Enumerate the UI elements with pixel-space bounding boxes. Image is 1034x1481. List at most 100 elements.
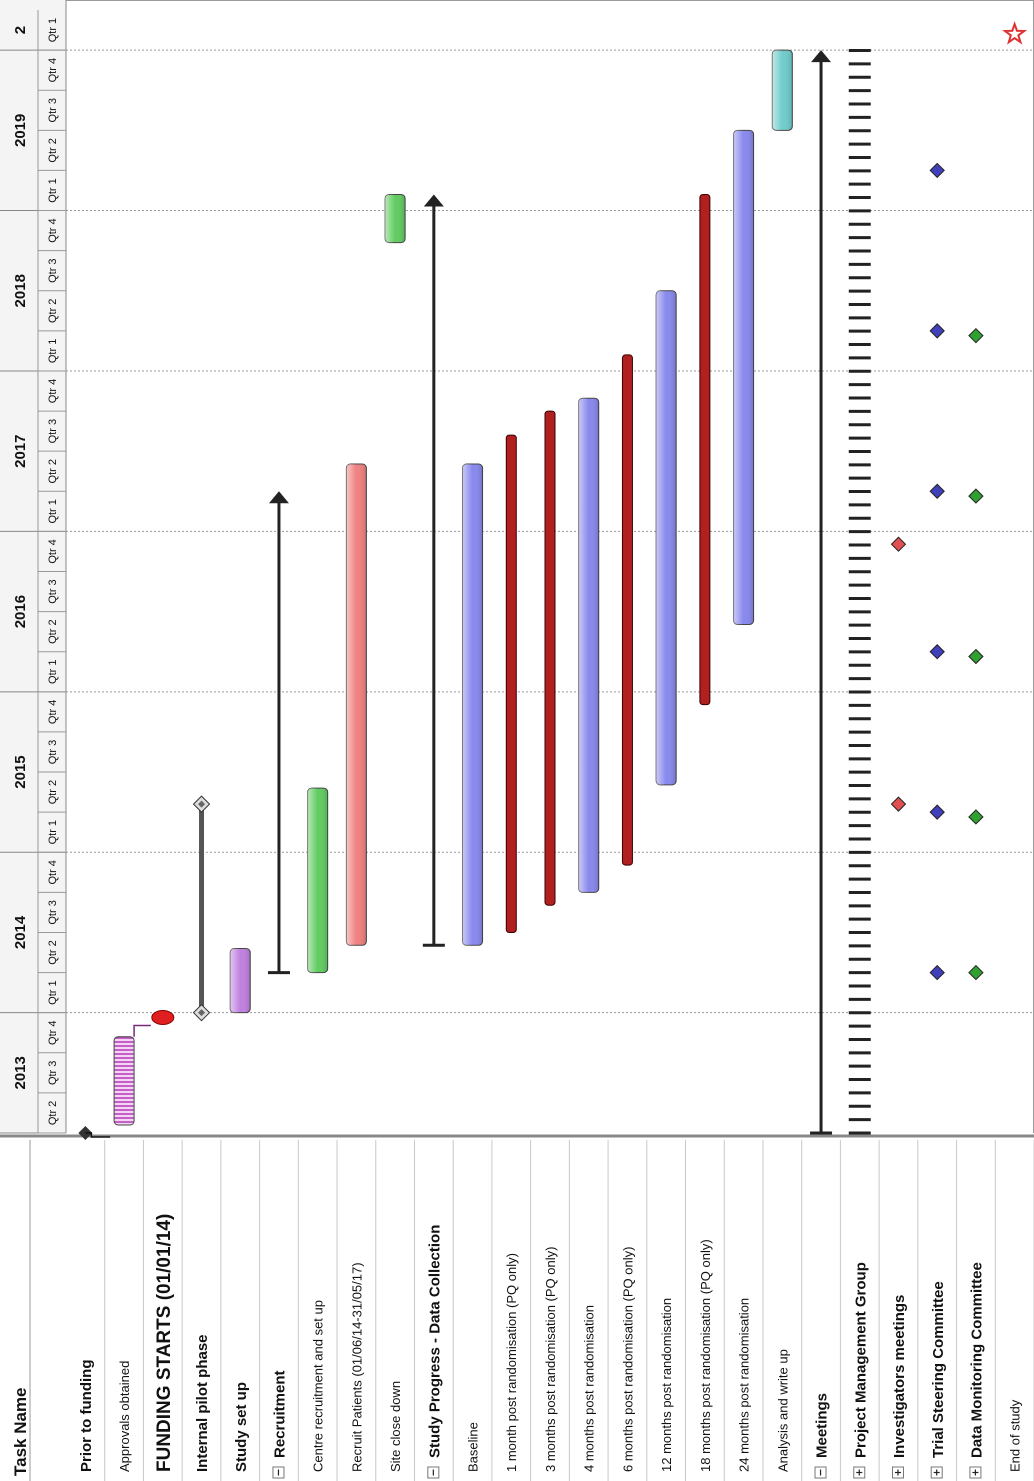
meeting-milestone: [929, 964, 945, 981]
quarter-label: Qtr 4: [47, 1021, 59, 1045]
quarter-label: Qtr 1: [47, 820, 59, 844]
task-bar-shading: [462, 464, 483, 946]
task-name-label: Study Progress - Data Collection: [427, 1225, 444, 1458]
quarter-label: Qtr 1: [47, 18, 59, 42]
task-name-label: FUNDING STARTS (01/01/14): [154, 1214, 175, 1472]
task-name-label: Trial Steering Committee: [930, 1281, 947, 1458]
quarter-label: Qtr 3: [47, 258, 59, 282]
meeting-milestone: [929, 644, 945, 660]
year-label: 2013: [12, 1056, 29, 1089]
meeting-milestone: [968, 327, 984, 344]
task-name-label: Approvals obtained: [117, 1361, 132, 1472]
span-end-marker-core: [198, 800, 206, 808]
task-bar-shading: [385, 194, 406, 243]
year-label: 2: [12, 26, 29, 34]
quarter-label: Qtr 3: [47, 900, 59, 924]
year-label: 2016: [12, 595, 29, 628]
quarter-label: Qtr 2: [47, 619, 59, 643]
expand-toggle-icon[interactable]: [891, 1466, 904, 1479]
task-name-label: 6 months post randomisation (PQ only): [620, 1247, 635, 1472]
quarter-label: Qtr 2: [47, 940, 59, 964]
quarter-label: Qtr 1: [47, 339, 59, 363]
task-name-label: 18 months post randomisation (PQ only): [698, 1239, 713, 1472]
task-name-label: Baseline: [466, 1422, 481, 1472]
quarter-label: Qtr 1: [47, 178, 59, 202]
task-name-label: Investigators meetings: [891, 1295, 908, 1458]
year-label: 2017: [12, 434, 29, 467]
quarter-label: Qtr 3: [47, 98, 59, 122]
task-bar-shading: [230, 948, 251, 1013]
year-label: 2015: [12, 755, 29, 788]
task-bar: [505, 434, 517, 933]
quarter-label: Qtr 4: [47, 860, 59, 884]
task-name-label: 1 month post randomisation (PQ only): [504, 1253, 519, 1472]
quarter-label: Qtr 4: [47, 58, 59, 82]
meeting-milestone: [929, 483, 945, 499]
task-name-label: Project Management Group: [852, 1262, 869, 1458]
year-label: 2014: [12, 915, 29, 949]
quarter-label: Qtr 3: [47, 740, 59, 764]
meeting-milestone: [968, 809, 984, 825]
summary-arrowhead: [423, 194, 444, 207]
quarter-label: Qtr 3: [47, 1061, 59, 1085]
task-bar-shading: [346, 464, 367, 946]
quarter-label: Qtr 2: [47, 780, 59, 804]
task-name-label: Recruit Patients (01/06/14-31/05/17): [349, 1262, 364, 1472]
quarter-label: Qtr 1: [47, 660, 59, 684]
task-bar-shading: [578, 398, 599, 893]
meeting-milestone: [929, 804, 945, 820]
funding-milestone: [151, 1009, 175, 1025]
meeting-milestone: [968, 488, 984, 504]
task-name-label: End of study: [1008, 1399, 1023, 1472]
quarter-label: Qtr 3: [47, 419, 59, 443]
task-name-label: 4 months post randomisation: [582, 1305, 597, 1472]
meeting-milestone: [929, 323, 945, 339]
task-name-label: 12 months post randomisation: [659, 1298, 674, 1472]
expand-toggle-icon[interactable]: [853, 1466, 866, 1479]
timescale-background: [0, 0, 66, 1133]
task-name-label: Meetings: [814, 1393, 831, 1458]
task-name-label: Centre recruitment and set up: [311, 1300, 326, 1472]
task-name-label: 3 months post randomisation (PQ only): [543, 1247, 558, 1472]
dependency-arrow: [133, 1024, 151, 1037]
task-panel-background: [0, 1133, 1034, 1481]
end-of-study-star: [1002, 21, 1028, 45]
quarter-label: Qtr 3: [47, 579, 59, 603]
task-bar-shading: [772, 50, 793, 131]
quarter-label: Qtr 1: [47, 499, 59, 523]
dependency-arrow: [85, 1132, 111, 1138]
task-name-label: 24 months post randomisation: [737, 1298, 752, 1472]
expand-toggle-icon[interactable]: [930, 1466, 943, 1479]
summary-arrowhead: [811, 50, 832, 63]
task-name-label: Prior to funding: [78, 1360, 95, 1472]
task-name-label: Internal pilot phase: [194, 1334, 211, 1472]
task-bar-shading: [733, 130, 754, 625]
expand-toggle-icon[interactable]: [969, 1466, 982, 1479]
task-name-label: Data Monitoring Committee: [969, 1262, 986, 1458]
task-name-label: Analysis and write up: [775, 1349, 790, 1472]
year-label: 2019: [12, 114, 29, 147]
expand-toggle-icon[interactable]: [427, 1466, 440, 1479]
expand-toggle-icon[interactable]: [814, 1466, 827, 1479]
meeting-milestone: [968, 648, 984, 665]
task-name-label: Study set up: [233, 1382, 250, 1472]
task-bar: [113, 1036, 135, 1126]
quarter-label: Qtr 4: [47, 700, 59, 724]
task-bar-shading: [656, 290, 677, 785]
task-bar: [699, 193, 711, 706]
task-bar: [544, 410, 556, 906]
quarter-label: Qtr 2: [47, 299, 59, 323]
meeting-milestone: [890, 796, 907, 812]
year-label: 2018: [12, 274, 29, 307]
quarter-label: Qtr 1: [47, 980, 59, 1004]
quarter-label: Qtr 4: [47, 539, 59, 563]
task-name-header: Task Name: [11, 1387, 30, 1476]
quarter-label: Qtr 2: [47, 1101, 59, 1125]
task-bar: [621, 354, 633, 866]
gantt-bars: [78, 21, 1028, 1140]
task-name-label: Recruitment: [272, 1370, 289, 1458]
expand-toggle-icon[interactable]: [272, 1466, 285, 1479]
summary-arrowhead: [268, 491, 289, 504]
